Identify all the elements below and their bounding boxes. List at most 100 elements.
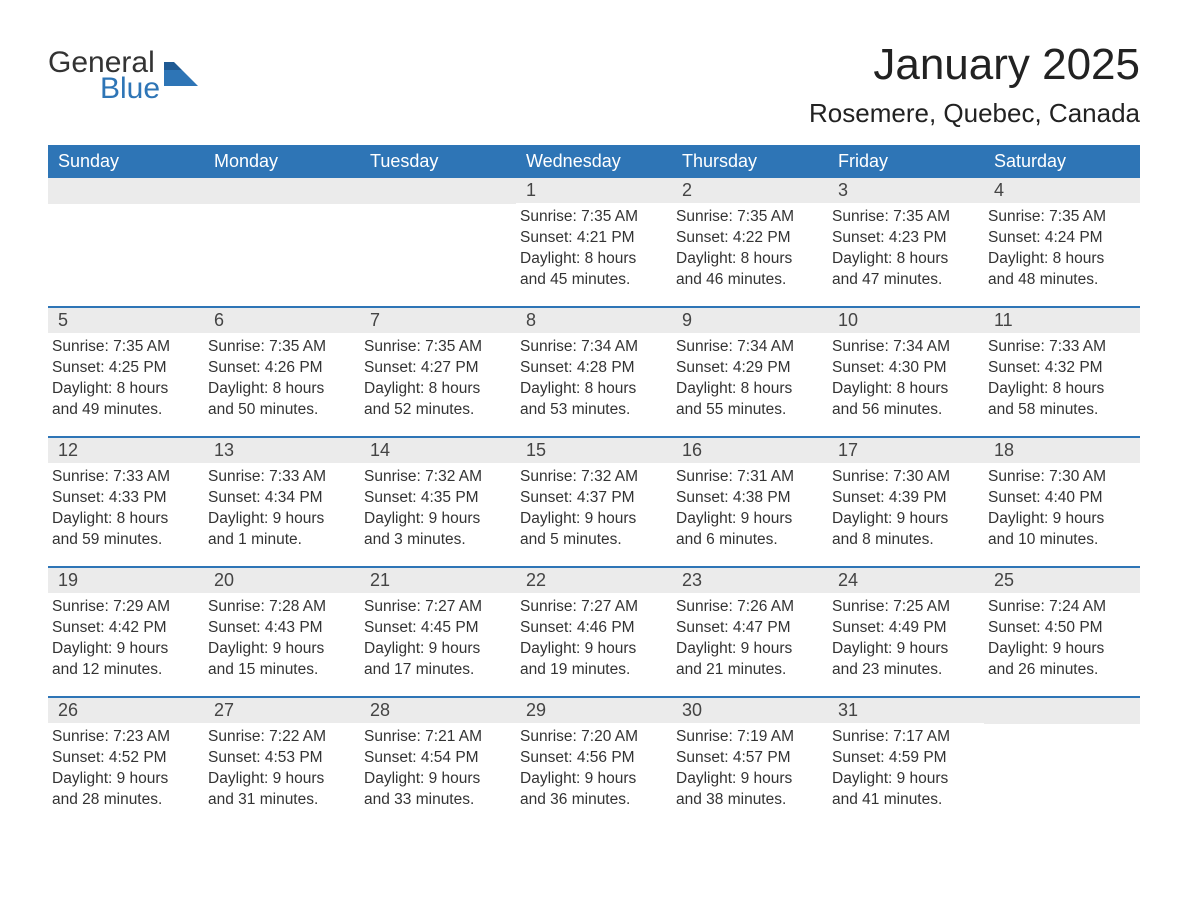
day-body: Sunrise: 7:33 AMSunset: 4:33 PMDaylight:… [48,463,204,551]
day-sunrise: Sunrise: 7:33 AM [208,467,350,488]
day-body: Sunrise: 7:30 AMSunset: 4:39 PMDaylight:… [828,463,984,551]
day-d2: and 58 minutes. [988,400,1130,421]
day-sunset: Sunset: 4:34 PM [208,488,350,509]
day-body: Sunrise: 7:33 AMSunset: 4:32 PMDaylight:… [984,333,1140,421]
day-sunrise: Sunrise: 7:19 AM [676,727,818,748]
day-sunset: Sunset: 4:26 PM [208,358,350,379]
day-sunrise: Sunrise: 7:35 AM [676,207,818,228]
day-sunrise: Sunrise: 7:35 AM [520,207,662,228]
day-d1: Daylight: 9 hours [520,769,662,790]
day-cell: 7Sunrise: 7:35 AMSunset: 4:27 PMDaylight… [360,308,516,436]
day-cell: 17Sunrise: 7:30 AMSunset: 4:39 PMDayligh… [828,438,984,566]
day-d1: Daylight: 8 hours [208,379,350,400]
week-row: 12Sunrise: 7:33 AMSunset: 4:33 PMDayligh… [48,436,1140,566]
day-number: 6 [204,308,360,333]
day-d1: Daylight: 8 hours [520,379,662,400]
day-sunset: Sunset: 4:21 PM [520,228,662,249]
logo-text: General Blue [48,48,160,104]
day-number: 26 [48,698,204,723]
day-number: 13 [204,438,360,463]
day-d2: and 48 minutes. [988,270,1130,291]
day-d1: Daylight: 9 hours [832,639,974,660]
day-sunrise: Sunrise: 7:32 AM [364,467,506,488]
day-sunrise: Sunrise: 7:33 AM [52,467,194,488]
day-d1: Daylight: 9 hours [676,639,818,660]
day-d1: Daylight: 9 hours [676,509,818,530]
day-d1: Daylight: 9 hours [52,639,194,660]
day-d2: and 6 minutes. [676,530,818,551]
day-sunrise: Sunrise: 7:34 AM [676,337,818,358]
day-number [204,178,360,204]
day-d1: Daylight: 9 hours [208,769,350,790]
title-block: January 2025 Rosemere, Quebec, Canada [809,40,1140,129]
day-cell: 14Sunrise: 7:32 AMSunset: 4:35 PMDayligh… [360,438,516,566]
day-body: Sunrise: 7:28 AMSunset: 4:43 PMDaylight:… [204,593,360,681]
day-cell: 18Sunrise: 7:30 AMSunset: 4:40 PMDayligh… [984,438,1140,566]
day-sunrise: Sunrise: 7:27 AM [364,597,506,618]
day-body: Sunrise: 7:20 AMSunset: 4:56 PMDaylight:… [516,723,672,811]
day-d1: Daylight: 8 hours [52,509,194,530]
day-cell: 6Sunrise: 7:35 AMSunset: 4:26 PMDaylight… [204,308,360,436]
calendar: SundayMondayTuesdayWednesdayThursdayFrid… [48,145,1140,826]
day-d2: and 12 minutes. [52,660,194,681]
day-d2: and 17 minutes. [364,660,506,681]
day-d2: and 15 minutes. [208,660,350,681]
day-d2: and 36 minutes. [520,790,662,811]
day-d1: Daylight: 8 hours [832,379,974,400]
day-sunset: Sunset: 4:33 PM [52,488,194,509]
day-cell: 3Sunrise: 7:35 AMSunset: 4:23 PMDaylight… [828,178,984,306]
day-number: 4 [984,178,1140,203]
day-cell [360,178,516,306]
weekday-header: Sunday [48,145,204,178]
day-number: 23 [672,568,828,593]
day-sunrise: Sunrise: 7:35 AM [52,337,194,358]
day-cell [48,178,204,306]
day-cell: 21Sunrise: 7:27 AMSunset: 4:45 PMDayligh… [360,568,516,696]
day-number: 8 [516,308,672,333]
day-d1: Daylight: 9 hours [988,639,1130,660]
day-number [48,178,204,204]
day-number: 28 [360,698,516,723]
day-d1: Daylight: 9 hours [520,639,662,660]
day-cell: 20Sunrise: 7:28 AMSunset: 4:43 PMDayligh… [204,568,360,696]
day-body: Sunrise: 7:17 AMSunset: 4:59 PMDaylight:… [828,723,984,811]
day-body: Sunrise: 7:21 AMSunset: 4:54 PMDaylight:… [360,723,516,811]
day-sunset: Sunset: 4:52 PM [52,748,194,769]
day-number [360,178,516,204]
day-cell: 28Sunrise: 7:21 AMSunset: 4:54 PMDayligh… [360,698,516,826]
day-body: Sunrise: 7:25 AMSunset: 4:49 PMDaylight:… [828,593,984,681]
day-cell [984,698,1140,826]
weekday-header: Wednesday [516,145,672,178]
day-body: Sunrise: 7:35 AMSunset: 4:25 PMDaylight:… [48,333,204,421]
day-sunrise: Sunrise: 7:25 AM [832,597,974,618]
day-cell: 12Sunrise: 7:33 AMSunset: 4:33 PMDayligh… [48,438,204,566]
day-cell: 5Sunrise: 7:35 AMSunset: 4:25 PMDaylight… [48,308,204,436]
day-sunset: Sunset: 4:57 PM [676,748,818,769]
day-number: 29 [516,698,672,723]
weekday-header: Friday [828,145,984,178]
day-number: 20 [204,568,360,593]
day-d1: Daylight: 9 hours [208,509,350,530]
day-cell: 2Sunrise: 7:35 AMSunset: 4:22 PMDaylight… [672,178,828,306]
logo-word-blue: Blue [100,74,160,104]
day-sunrise: Sunrise: 7:35 AM [832,207,974,228]
day-d2: and 23 minutes. [832,660,974,681]
day-sunrise: Sunrise: 7:34 AM [520,337,662,358]
flag-icon [164,62,198,91]
day-d2: and 47 minutes. [832,270,974,291]
day-sunset: Sunset: 4:59 PM [832,748,974,769]
day-number: 12 [48,438,204,463]
day-sunrise: Sunrise: 7:22 AM [208,727,350,748]
day-d1: Daylight: 8 hours [52,379,194,400]
day-number: 27 [204,698,360,723]
day-sunset: Sunset: 4:46 PM [520,618,662,639]
day-body: Sunrise: 7:35 AMSunset: 4:27 PMDaylight:… [360,333,516,421]
day-d2: and 8 minutes. [832,530,974,551]
day-d2: and 5 minutes. [520,530,662,551]
day-cell: 31Sunrise: 7:17 AMSunset: 4:59 PMDayligh… [828,698,984,826]
day-d2: and 49 minutes. [52,400,194,421]
day-body: Sunrise: 7:35 AMSunset: 4:26 PMDaylight:… [204,333,360,421]
day-d1: Daylight: 9 hours [832,769,974,790]
day-body: Sunrise: 7:32 AMSunset: 4:35 PMDaylight:… [360,463,516,551]
weekday-header: Monday [204,145,360,178]
